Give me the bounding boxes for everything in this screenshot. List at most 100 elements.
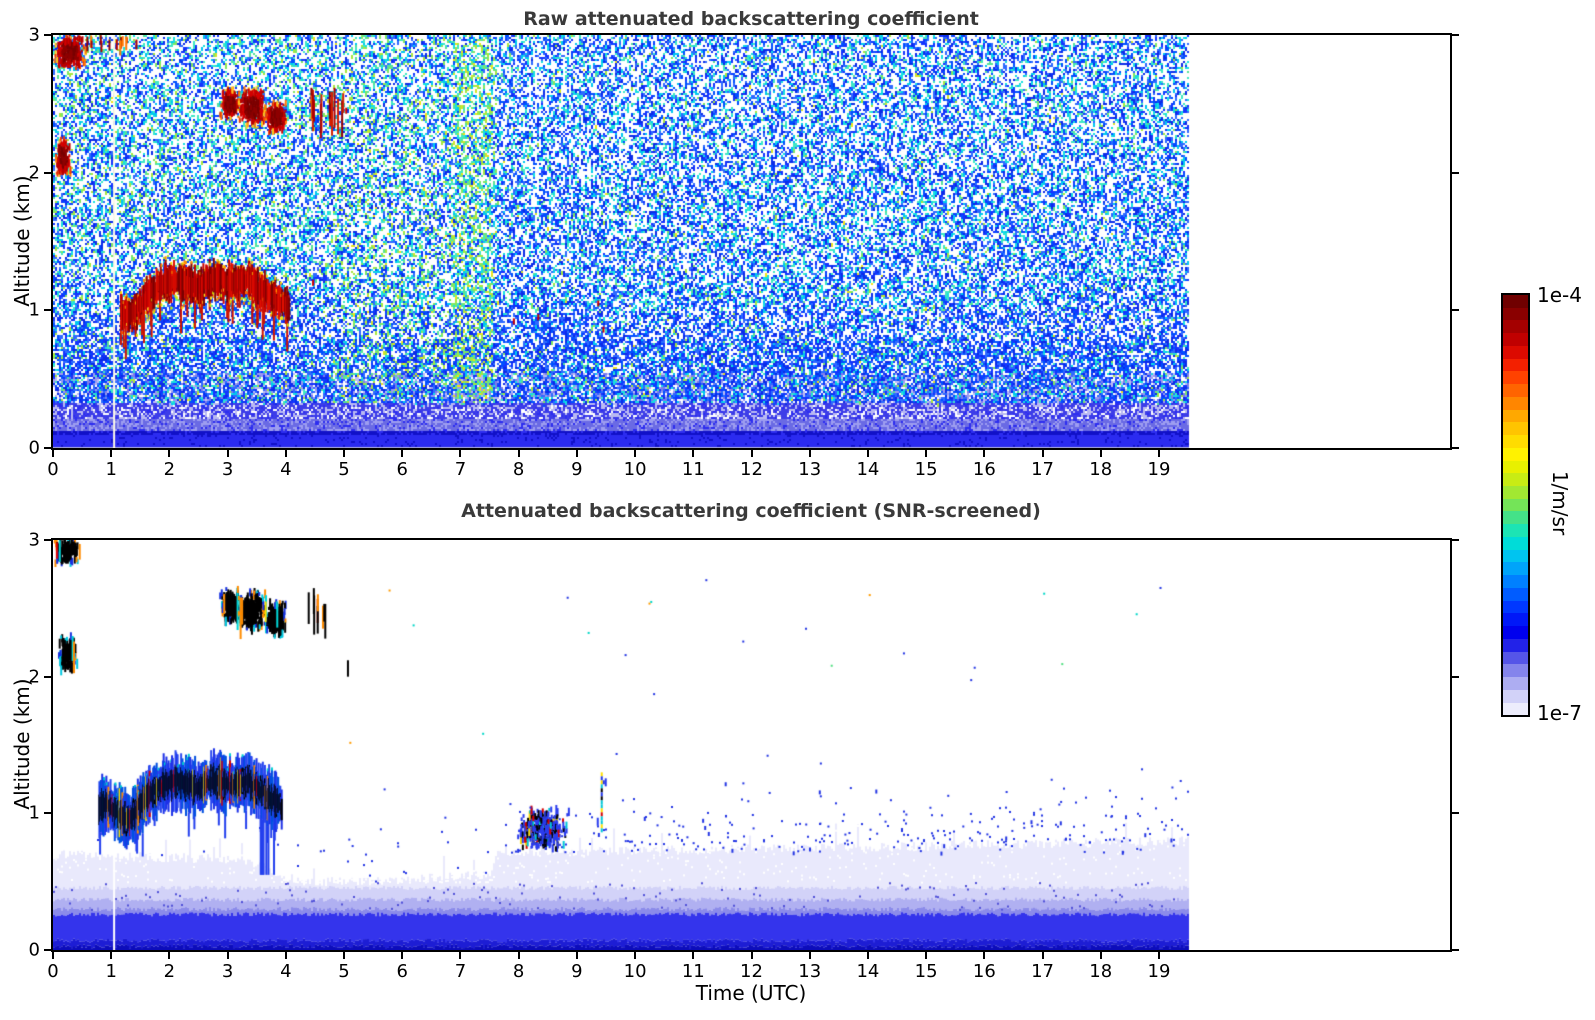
y-tick	[44, 34, 51, 36]
panel-screened-title: Attenuated backscattering coefficient (S…	[461, 500, 1041, 522]
colorbar-segment	[1503, 536, 1528, 550]
colorbar-segment	[1503, 689, 1528, 703]
y-tick	[44, 171, 51, 174]
colorbar-segment	[1503, 486, 1528, 499]
colorbar-min-label: 1e-7	[1537, 701, 1582, 725]
x-tick	[110, 450, 113, 457]
colorbar-segment	[1503, 498, 1528, 512]
x-tick-label: 13	[798, 961, 822, 982]
x-tick	[692, 952, 695, 959]
colorbar-segment	[1503, 307, 1528, 321]
x-tick-label: 3	[221, 961, 234, 982]
x-tick	[634, 450, 637, 457]
colorbar-segment	[1503, 295, 1528, 308]
x-tick-label: 0	[47, 961, 59, 982]
x-tick-label: 9	[571, 459, 583, 480]
x-tick-label: 15	[914, 459, 938, 480]
x-tick	[401, 450, 404, 457]
colorbar-segment	[1503, 396, 1528, 410]
x-tick-label: 10	[623, 961, 647, 982]
x-tick	[517, 450, 520, 457]
y-tick	[44, 539, 51, 541]
x-tick	[983, 450, 986, 457]
y-tick-label: 0	[28, 437, 40, 459]
x-tick	[52, 450, 54, 457]
y-tick-right	[1452, 171, 1459, 174]
x-tick-label: 16	[972, 459, 996, 480]
colorbar-segment	[1503, 613, 1528, 627]
x-tick-label: 10	[623, 459, 647, 480]
x-tick	[750, 450, 753, 457]
x-tick-label: 11	[681, 459, 705, 480]
x-tick-label: 8	[512, 961, 525, 982]
colorbar-segment	[1503, 460, 1528, 474]
colorbar-segment	[1503, 587, 1528, 601]
colorbar-segment	[1503, 600, 1528, 614]
x-tick-label: 6	[396, 961, 408, 982]
x-tick-label: 18	[1089, 459, 1113, 480]
x-tick-label: 15	[914, 961, 938, 982]
x-tick-label: 2	[163, 459, 176, 480]
y-tick-right	[1452, 539, 1459, 541]
colorbar-segment	[1503, 562, 1528, 576]
y-tick-right	[1452, 309, 1459, 312]
x-tick-label: 5	[338, 459, 350, 480]
colorbar-segment	[1503, 702, 1528, 716]
x-tick-label: 17	[1031, 459, 1054, 480]
y-tick-label: 2	[28, 162, 40, 184]
y-tick-right	[1452, 447, 1459, 449]
screened-heatmap-canvas	[53, 540, 1450, 950]
y-tick-label: 3	[28, 529, 40, 551]
x-tick	[575, 952, 578, 959]
x-tick-label: 1	[105, 961, 117, 982]
colorbar-segment	[1503, 473, 1528, 487]
colorbar-segment	[1503, 626, 1528, 639]
colorbar-segment	[1503, 677, 1528, 690]
x-tick	[459, 952, 462, 959]
x-tick	[517, 952, 520, 959]
x-tick	[284, 952, 287, 959]
colorbar-segment	[1503, 320, 1528, 334]
x-tick	[750, 952, 753, 959]
x-tick-label: 13	[798, 459, 822, 480]
colorbar-segment	[1503, 422, 1528, 436]
x-tick	[575, 450, 578, 457]
colorbar-segment	[1503, 511, 1528, 525]
x-tick	[343, 952, 346, 959]
x-tick	[866, 952, 869, 959]
y-tick	[44, 675, 51, 678]
colorbar-segment	[1503, 435, 1528, 448]
x-tick-label: 8	[512, 459, 525, 480]
x-tick-label: 14	[856, 961, 880, 982]
x-tick-label: 11	[681, 961, 705, 982]
colorbar-segment	[1503, 358, 1528, 372]
colorbar-segment	[1503, 333, 1528, 346]
x-tick	[1041, 450, 1044, 457]
x-tick-label: 1	[105, 459, 117, 480]
y-axis-label-top: Altitude (km)	[10, 175, 34, 307]
x-tick-label: 6	[396, 459, 408, 480]
x-tick-label: 14	[856, 459, 880, 480]
x-tick	[226, 450, 229, 457]
x-tick	[866, 450, 869, 457]
y-tick	[44, 447, 51, 449]
x-tick	[343, 450, 346, 457]
y-tick-label: 0	[28, 939, 40, 961]
x-tick	[634, 952, 637, 959]
panel-raw	[51, 33, 1452, 450]
x-tick	[925, 450, 928, 457]
x-tick-label: 4	[280, 961, 292, 982]
x-axis-label: Time (UTC)	[695, 981, 807, 1005]
x-tick-label: 7	[454, 459, 467, 480]
colorbar-segment	[1503, 549, 1528, 563]
colorbar-segment	[1503, 384, 1528, 397]
x-tick-label: 19	[1147, 459, 1171, 480]
x-tick	[808, 952, 811, 959]
colorbar-segment	[1503, 638, 1528, 652]
colorbar-segment	[1503, 575, 1528, 588]
x-tick	[168, 450, 171, 457]
x-tick-label: 12	[740, 459, 763, 480]
colorbar	[1501, 293, 1530, 717]
x-tick	[168, 952, 171, 959]
colorbar-segment	[1503, 524, 1528, 537]
